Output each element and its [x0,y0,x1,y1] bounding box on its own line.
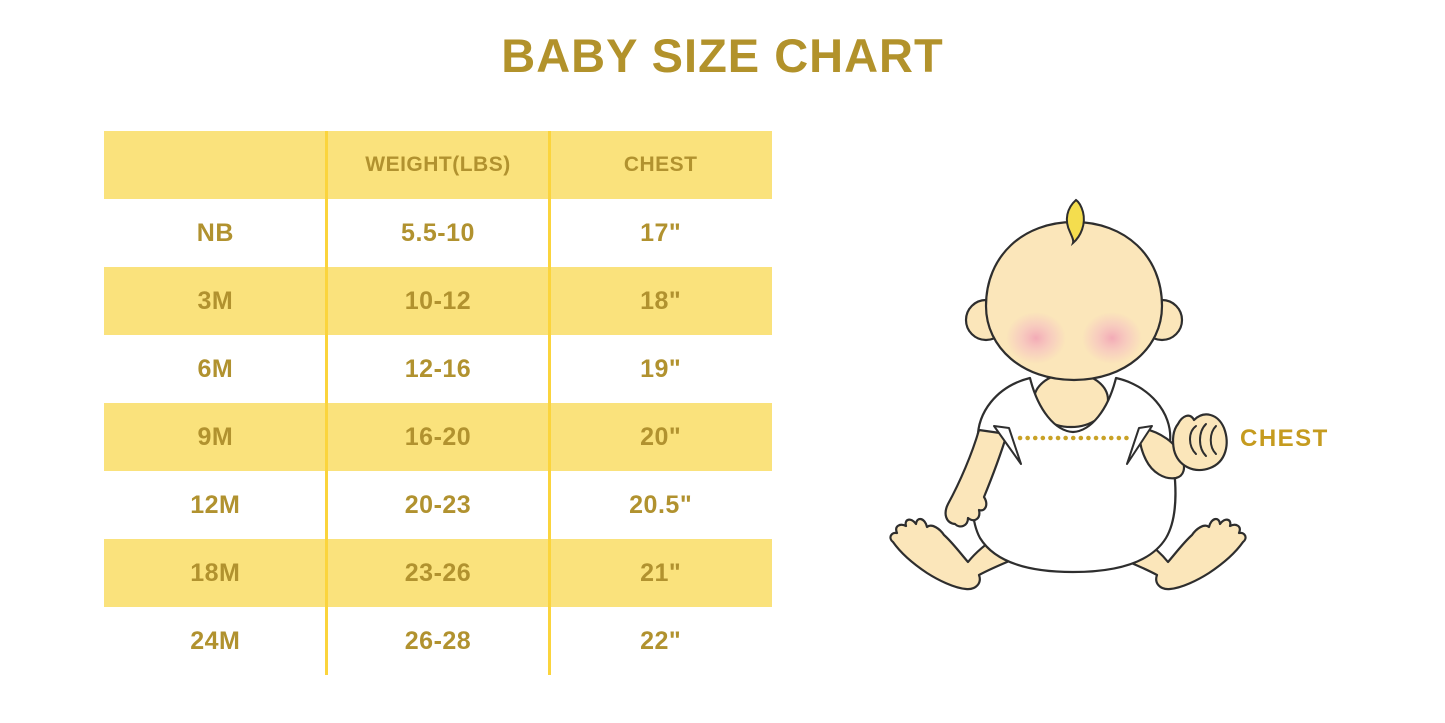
table-row: 24M 26-28 22" [104,607,772,675]
cell-weight: 12-16 [404,354,472,383]
cell-chest: 20.5" [629,490,693,519]
baby-left-arm [944,428,1009,528]
cell-weight: 23-26 [404,558,472,587]
baby-head [984,220,1164,382]
cell-size: 6M [197,354,234,383]
cell-chest: 19" [640,354,682,383]
cell-chest: 21" [640,558,682,587]
table-header-row: WEIGHT(LBS) CHEST [104,131,772,199]
baby-svg: CHEST [889,198,1329,591]
baby-right-sleeve-tip [1126,425,1153,465]
chest-label: CHEST [1240,425,1329,452]
table-row: 3M 10-12 18" [104,267,772,335]
baby-left-sleeve-tip [993,425,1022,465]
table-row: 18M 23-26 21" [104,539,772,607]
cell-chest: 20" [640,422,682,451]
cell-weight: 20-23 [404,490,472,519]
column-header-size [104,131,327,199]
table-row: NB 5.5-10 17" [104,199,772,267]
column-header-weight: WEIGHT(LBS) [365,153,511,176]
cell-chest: 22" [640,626,682,655]
column-divider [548,131,551,675]
column-divider [325,131,328,675]
cell-size: 12M [190,490,241,519]
cell-size: 9M [197,422,234,451]
baby-right-cheek [1082,312,1142,364]
cell-chest: 17" [640,218,682,247]
cell-weight: 16-20 [404,422,472,451]
cell-weight: 26-28 [404,626,472,655]
cell-size: 3M [197,286,234,315]
cell-chest: 18" [640,286,682,315]
cell-size: 24M [190,626,241,655]
size-table: WEIGHT(LBS) CHEST NB 5.5-10 17" 3M 10-12… [104,131,772,675]
cell-size: NB [196,218,234,247]
baby-fist-fingers [1189,423,1217,457]
cell-weight: 5.5-10 [401,218,475,247]
page-title: BABY SIZE CHART [501,29,944,82]
baby-hair-tuft [1065,198,1085,247]
table-row: 9M 16-20 20" [104,403,772,471]
column-header-chest: CHEST [623,153,698,176]
baby-left-cheek [1006,312,1066,364]
cell-size: 18M [190,558,241,587]
table-row: 6M 12-16 19" [104,335,772,403]
cell-weight: 10-12 [404,286,472,315]
baby-illustration: CHEST [880,180,1360,620]
table-row: 12M 20-23 20.5" [104,471,772,539]
